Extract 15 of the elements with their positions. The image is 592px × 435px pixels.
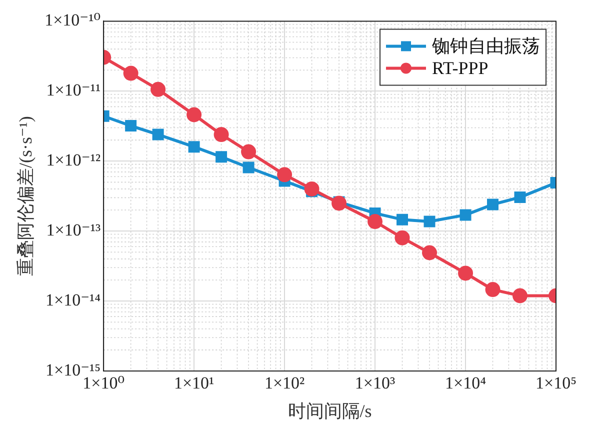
y-tick-label: 1×10⁻¹³ [46,220,101,240]
x-axis-title: 时间间隔/s [288,400,372,421]
x-tick-label: 1×10³ [354,374,396,393]
x-tick-label: 1×10⁵ [535,374,577,393]
y-tick-label: 1×10⁻¹² [46,150,101,170]
legend-label: RT-PPP [432,58,488,78]
x-tick-label: 1×10⁰ [82,374,125,393]
y-axis-title: 重叠阿伦偏差/(s·s⁻¹) [16,116,36,276]
y-tick-label: 1×10⁻¹¹ [46,80,101,100]
x-tick-label: 1×10¹ [174,374,214,393]
x-tick-label: 1×10⁴ [445,374,486,393]
y-tick-label: 1×10⁻¹⁴ [45,290,101,310]
legend-label: 铷钟自由振荡 [431,36,540,56]
x-tick-label: 1×10² [264,374,305,393]
y-tick-label: 1×10⁻¹⁰ [44,10,101,30]
